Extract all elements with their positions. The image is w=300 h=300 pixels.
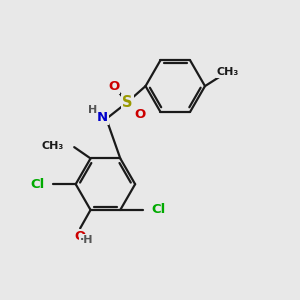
Text: CH₃: CH₃: [42, 141, 64, 151]
Text: O: O: [135, 108, 146, 121]
Text: O: O: [74, 230, 86, 243]
Text: Cl: Cl: [151, 203, 165, 216]
Text: H: H: [88, 105, 98, 115]
Text: CH₃: CH₃: [217, 67, 239, 77]
Text: Cl: Cl: [31, 178, 45, 191]
Text: O: O: [108, 80, 119, 93]
Text: N: N: [97, 111, 108, 124]
Text: ·H: ·H: [80, 235, 93, 244]
Text: S: S: [122, 95, 132, 110]
